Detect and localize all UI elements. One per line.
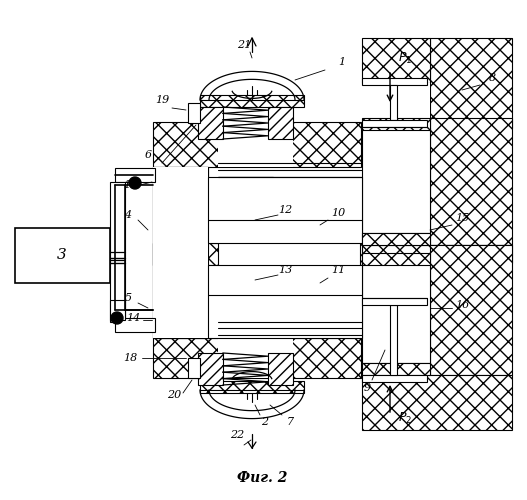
Bar xyxy=(430,38,512,128)
Bar xyxy=(362,78,427,85)
Bar xyxy=(188,358,200,378)
Text: 4: 4 xyxy=(124,210,132,220)
Bar xyxy=(153,167,208,338)
Text: 17: 17 xyxy=(123,180,137,190)
Bar xyxy=(115,168,155,182)
Bar xyxy=(200,381,304,393)
Bar xyxy=(362,263,430,363)
Bar xyxy=(430,118,512,245)
Bar xyxy=(362,83,430,128)
Text: 5: 5 xyxy=(124,293,132,303)
Bar xyxy=(362,128,430,233)
Bar xyxy=(362,375,512,430)
Text: 16: 16 xyxy=(455,300,469,310)
Text: 19: 19 xyxy=(155,95,169,105)
Text: 13: 13 xyxy=(278,265,292,275)
Bar xyxy=(268,353,293,385)
Text: 9: 9 xyxy=(364,383,370,393)
Text: 12: 12 xyxy=(278,205,292,215)
Bar xyxy=(153,243,362,265)
Bar xyxy=(362,253,430,265)
Text: $P_1$: $P_1$ xyxy=(398,50,412,66)
Bar xyxy=(200,95,304,107)
Bar xyxy=(110,182,125,322)
Bar xyxy=(153,122,361,167)
Bar xyxy=(228,180,263,320)
Bar xyxy=(362,375,427,382)
Circle shape xyxy=(129,177,141,189)
Bar xyxy=(110,300,125,320)
Bar xyxy=(153,338,361,378)
Bar xyxy=(218,177,360,322)
Bar xyxy=(115,318,155,332)
Text: $P_2$: $P_2$ xyxy=(398,410,412,426)
Text: 21: 21 xyxy=(237,40,251,50)
Bar xyxy=(268,107,293,139)
Text: 22: 22 xyxy=(230,430,244,440)
Bar xyxy=(362,298,427,305)
Text: 2: 2 xyxy=(261,417,269,427)
Bar xyxy=(218,177,273,322)
Bar xyxy=(218,338,293,378)
Bar xyxy=(218,177,273,322)
Text: 1: 1 xyxy=(338,57,346,67)
Text: 20: 20 xyxy=(167,390,181,400)
Text: 11: 11 xyxy=(331,265,345,275)
Bar xyxy=(15,228,110,283)
Bar xyxy=(208,265,362,338)
Circle shape xyxy=(111,312,123,324)
Bar xyxy=(390,85,397,120)
Text: 14: 14 xyxy=(126,313,140,323)
Bar xyxy=(218,122,293,167)
Text: 7: 7 xyxy=(287,417,294,427)
Bar xyxy=(208,177,362,243)
Bar xyxy=(153,167,208,338)
Bar xyxy=(430,245,512,375)
Bar xyxy=(362,363,430,375)
Text: 15: 15 xyxy=(455,213,469,223)
Text: 8: 8 xyxy=(489,73,495,83)
Bar xyxy=(362,120,427,127)
Bar xyxy=(153,243,208,265)
Bar xyxy=(188,103,200,123)
Text: Фиг. 2: Фиг. 2 xyxy=(237,471,287,485)
Bar xyxy=(362,245,512,263)
Text: 10: 10 xyxy=(331,208,345,218)
Text: 18: 18 xyxy=(123,353,137,363)
Bar xyxy=(362,118,430,130)
Bar xyxy=(362,233,430,245)
Bar xyxy=(153,167,208,338)
Bar xyxy=(362,38,430,83)
Text: 6: 6 xyxy=(144,150,152,160)
Bar xyxy=(198,353,223,385)
Bar xyxy=(390,305,397,375)
Text: 3: 3 xyxy=(57,248,67,262)
Bar xyxy=(198,107,223,139)
